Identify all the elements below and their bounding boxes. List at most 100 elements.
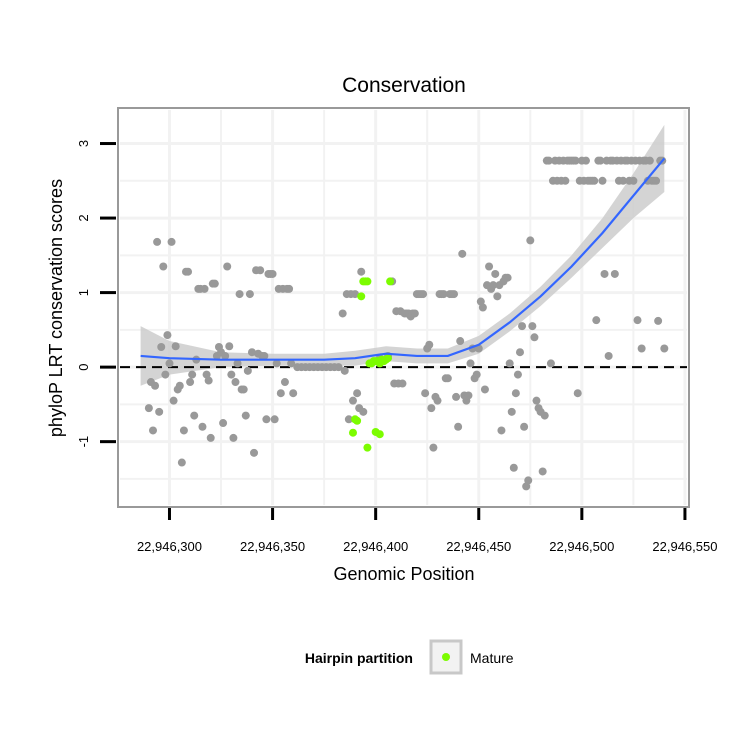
- point-background: [610, 269, 619, 278]
- point-background: [561, 176, 570, 185]
- y-tick-label: 3: [76, 140, 91, 147]
- point-background: [456, 337, 465, 346]
- point-background: [480, 385, 489, 394]
- point-background: [660, 344, 669, 353]
- y-tick-label: 2: [76, 214, 91, 221]
- point-background: [528, 322, 537, 331]
- point-background: [233, 359, 242, 368]
- point-background: [351, 290, 360, 299]
- point-background: [598, 176, 607, 185]
- point-background: [144, 404, 153, 413]
- grid-lines: [120, 110, 687, 505]
- point-background: [280, 378, 289, 387]
- x-tick-label: 22,946,300: [137, 539, 202, 554]
- point-mature: [357, 292, 366, 301]
- x-tick-label: 22,946,450: [446, 539, 511, 554]
- y-tick-label: 0: [76, 364, 91, 371]
- point-background: [344, 415, 353, 424]
- point-background: [190, 411, 199, 420]
- point-background: [169, 396, 178, 405]
- point-background: [287, 359, 296, 368]
- plot-panel-border: [117, 107, 690, 508]
- chart-title: Conservation: [342, 74, 466, 97]
- point-background: [450, 290, 459, 299]
- point-background: [489, 281, 498, 290]
- x-axis: 22,946,300 22,946,350 22,946,400 22,946,450…: [137, 508, 717, 554]
- point-background: [410, 309, 419, 318]
- point-background: [509, 463, 518, 472]
- point-background: [159, 262, 168, 271]
- point-background: [540, 411, 549, 420]
- point-background: [177, 458, 186, 467]
- point-background: [439, 290, 448, 299]
- point-background: [515, 348, 524, 357]
- point-background: [241, 411, 250, 420]
- point-background: [179, 426, 188, 435]
- point-mature: [363, 443, 372, 452]
- smooth-curve: [140, 157, 666, 361]
- point-background: [425, 340, 434, 349]
- point-mature: [386, 277, 395, 286]
- point-background: [619, 176, 628, 185]
- point-background: [518, 322, 527, 331]
- point-background: [221, 351, 230, 360]
- point-background: [419, 290, 428, 299]
- point-background: [538, 467, 547, 476]
- point-background: [285, 284, 294, 293]
- point-background: [546, 359, 555, 368]
- point-background: [544, 156, 553, 165]
- point-background: [338, 309, 347, 318]
- point-background: [458, 249, 467, 258]
- point-background: [235, 290, 244, 299]
- point-background: [429, 443, 438, 452]
- point-background: [153, 237, 162, 246]
- point-background: [210, 279, 219, 288]
- point-background: [260, 351, 269, 360]
- point-mature: [384, 354, 393, 363]
- point-mature: [363, 277, 372, 286]
- point-background: [227, 370, 236, 379]
- legend: Hairpin partition Mature: [305, 639, 514, 675]
- point-background: [270, 415, 279, 424]
- point-background: [654, 316, 663, 325]
- point-background: [206, 433, 215, 442]
- point-background: [200, 284, 209, 293]
- point-background: [600, 269, 609, 278]
- point-background: [524, 476, 533, 485]
- point-background: [466, 359, 475, 368]
- point-background: [184, 267, 193, 276]
- x-tick-label: 22,946,550: [652, 539, 717, 554]
- legend-label-mature: Mature: [470, 650, 514, 666]
- point-background: [163, 331, 172, 340]
- point-background: [219, 419, 228, 428]
- point-background: [262, 415, 271, 424]
- point-background: [433, 396, 442, 405]
- point-mature: [348, 428, 357, 437]
- x-tick-label: 22,946,500: [549, 539, 614, 554]
- point-background: [289, 389, 298, 398]
- point-background: [454, 422, 463, 431]
- point-background: [472, 370, 481, 379]
- point-background: [452, 392, 461, 401]
- point-background: [155, 407, 164, 416]
- point-background: [493, 292, 502, 301]
- x-axis-title: Genomic Position: [333, 564, 474, 584]
- point-background: [171, 342, 180, 351]
- point-background: [165, 359, 174, 368]
- point-background: [592, 316, 601, 325]
- point-background: [161, 370, 170, 379]
- point-background: [633, 316, 642, 325]
- point-background: [526, 236, 535, 245]
- legend-title: Hairpin partition: [305, 650, 413, 666]
- y-tick-label: 1: [76, 289, 91, 296]
- point-background: [175, 381, 184, 390]
- point-background: [604, 351, 613, 360]
- point-background: [225, 342, 234, 351]
- point-background: [272, 359, 281, 368]
- point-background: [497, 426, 506, 435]
- point-background: [268, 269, 277, 278]
- x-tick-label: 22,946,400: [343, 539, 408, 554]
- point-background: [198, 422, 207, 431]
- point-mature: [375, 430, 384, 439]
- point-background: [188, 370, 197, 379]
